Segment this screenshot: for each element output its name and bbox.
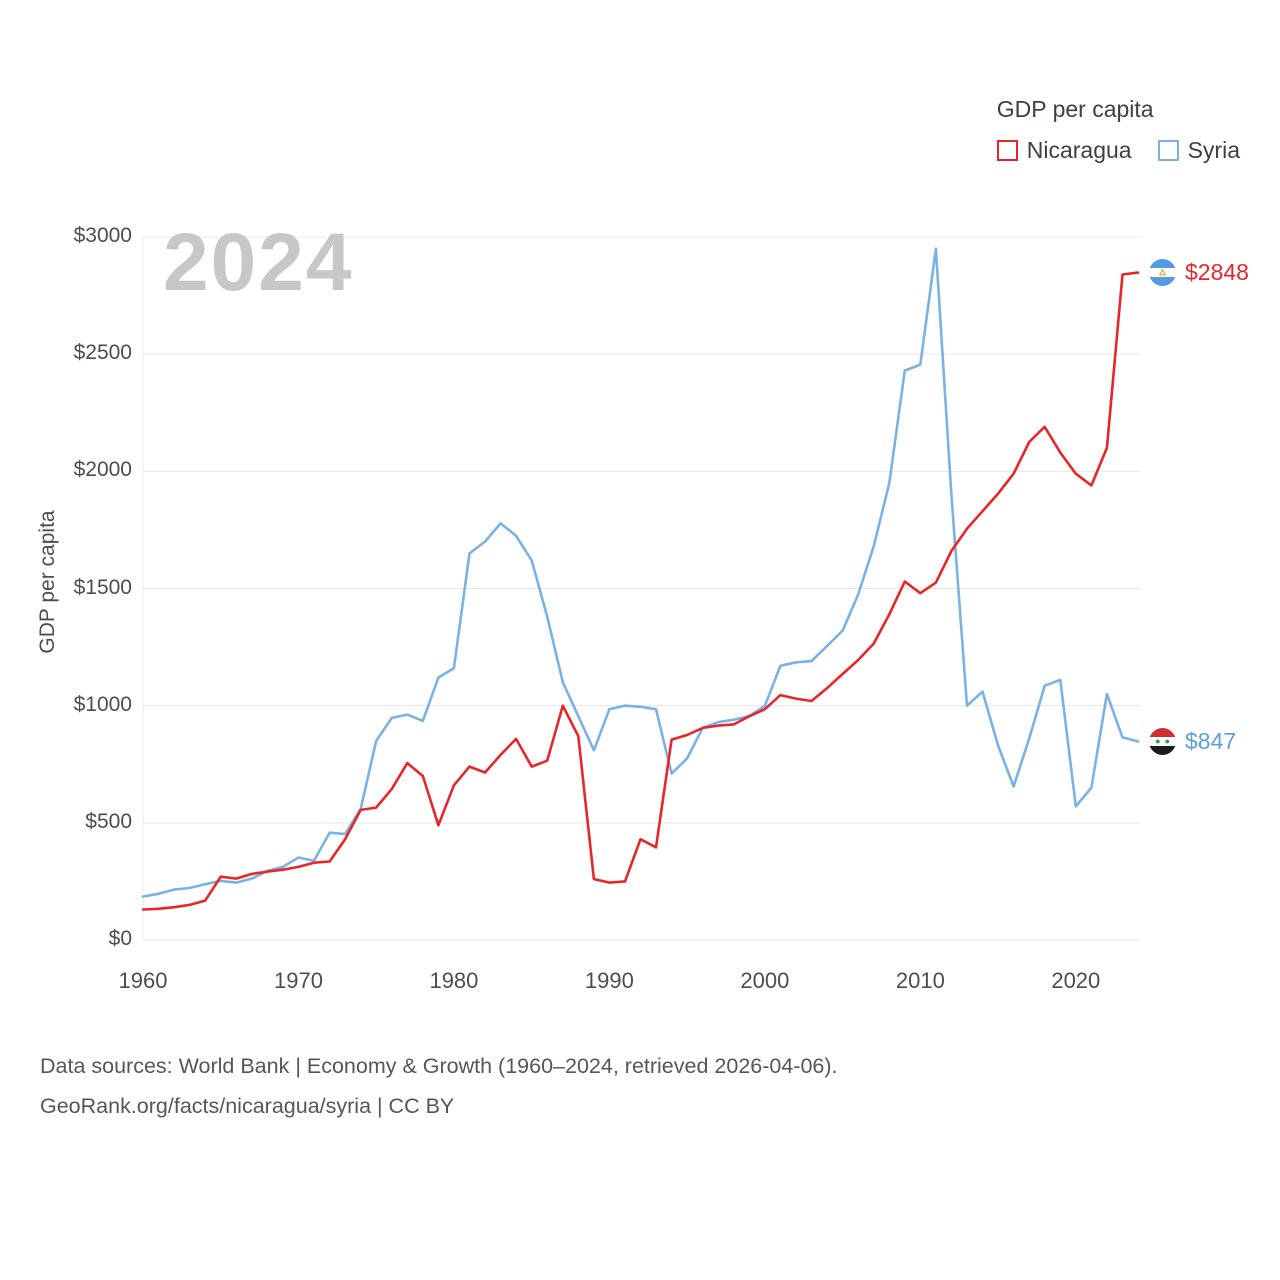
- x-tick-label: 1980: [429, 968, 479, 993]
- legend-items: Nicaragua Syria: [996, 137, 1240, 164]
- nicaragua-line: [141, 271, 1140, 911]
- year-watermark: 2024: [163, 217, 354, 308]
- syria-flag-icon: [1149, 728, 1176, 756]
- legend-label-nicaragua: Nicaragua: [1026, 137, 1132, 163]
- x-tick-label: 1970: [273, 968, 323, 993]
- footer: Data sources: World Bank | Economy & Gro…: [40, 1046, 838, 1126]
- legend-title: GDP per capita: [996, 96, 1154, 122]
- nicaragua-end-value: $2848: [1185, 259, 1249, 286]
- nicaragua-flag-icon: [1149, 259, 1176, 287]
- syria-line: [141, 247, 1140, 898]
- x-tick-label: 1990: [584, 968, 634, 993]
- y-tick-label: $500: [85, 809, 132, 833]
- attribution-line: GeoRank.org/facts/nicaragua/syria | CC B…: [40, 1094, 455, 1118]
- legend: GDP per capita Nicaragua Syria: [996, 96, 1240, 164]
- y-tick-label: $2000: [73, 458, 132, 482]
- nicaragua-swatch-icon: [996, 140, 1018, 161]
- y-tick-label: $0: [108, 927, 132, 950]
- x-tick-label: 2020: [1051, 968, 1101, 993]
- syria-end-label: $847: [1149, 728, 1236, 756]
- legend-item-nicaragua: Nicaragua: [996, 137, 1132, 164]
- legend-item-syria: Syria: [1157, 137, 1240, 164]
- syria-swatch-icon: [1157, 140, 1179, 161]
- nicaragua-end-label: $2848: [1149, 259, 1249, 287]
- data-sources-line: Data sources: World Bank | Economy & Gro…: [40, 1054, 838, 1078]
- x-tick-label: 1960: [118, 968, 168, 993]
- y-tick-label: $1500: [73, 575, 132, 599]
- y-tick-label: $3000: [73, 224, 132, 247]
- legend-label-syria: Syria: [1187, 137, 1240, 163]
- y-tick-label: $2500: [73, 341, 132, 365]
- x-tick-label: 2000: [740, 968, 790, 993]
- syria-end-value: $847: [1185, 728, 1237, 755]
- y-tick-label: $1000: [73, 692, 132, 716]
- x-tick-label: 2010: [895, 968, 945, 993]
